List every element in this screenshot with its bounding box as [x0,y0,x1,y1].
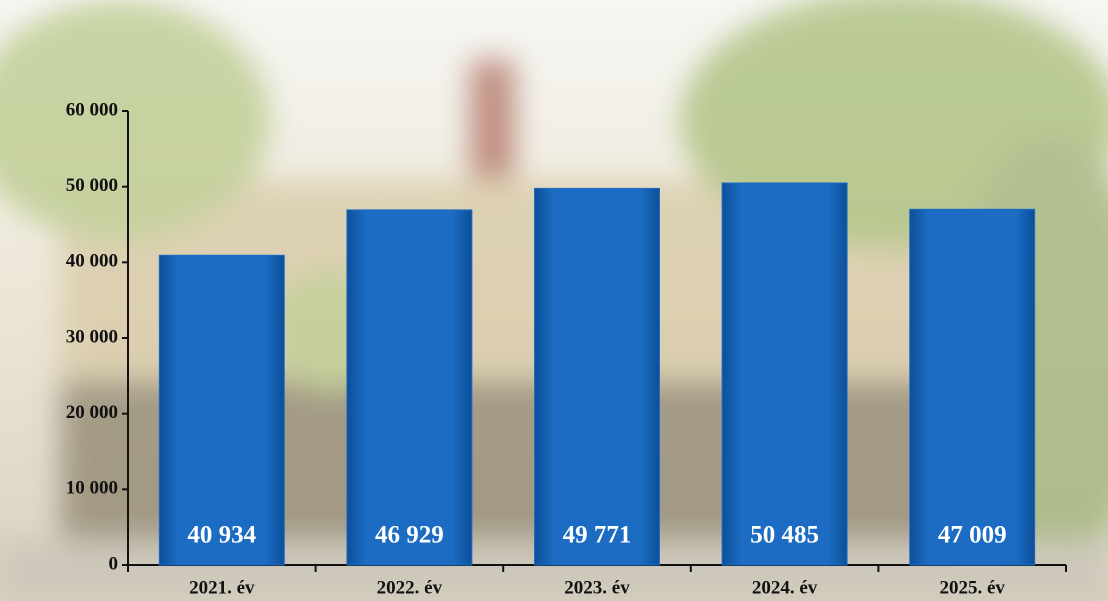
bar [158,254,285,566]
y-tick-label: 0 [109,553,119,574]
x-tick-label: 2024. év [752,577,818,598]
y-tick-label: 40 000 [66,251,118,272]
bar [346,209,473,566]
bar [534,187,660,566]
y-tick-label: 30 000 [66,326,118,347]
value-label: 46 929 [375,522,444,549]
value-label: 50 485 [750,522,819,549]
y-tick-label: 20 000 [66,402,118,423]
x-tick-label: 2025. év [939,577,1005,598]
y-tick-label: 60 000 [66,99,118,120]
value-label: 49 771 [563,522,632,549]
bar [909,208,1036,566]
y-tick-label: 10 000 [66,478,118,499]
x-tick-label: 2022. év [377,577,443,598]
x-tick-label: 2023. év [564,577,630,598]
value-label: 47 009 [938,522,1007,549]
value-label: 40 934 [187,522,256,549]
x-tick-label: 2021. év [189,577,255,598]
bar [721,182,848,566]
y-tick-label: 50 000 [66,175,118,196]
